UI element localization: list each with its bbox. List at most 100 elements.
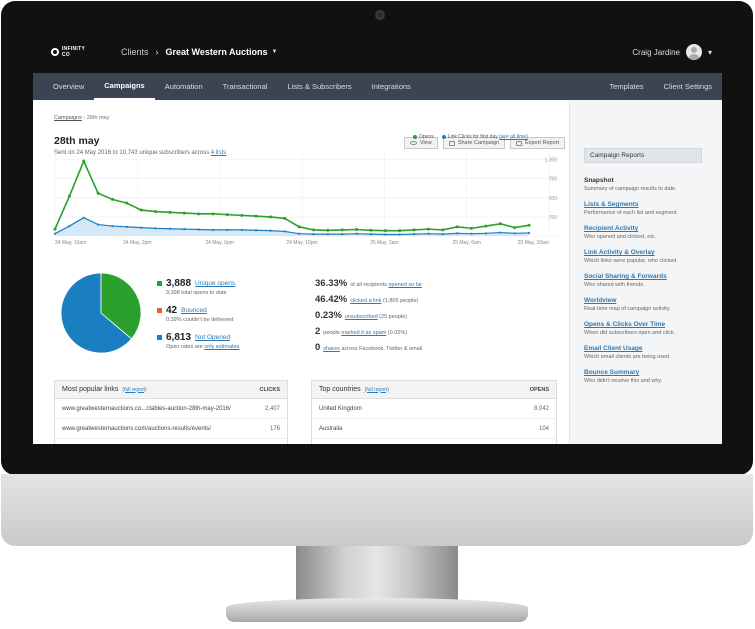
clicks-point[interactable] — [312, 232, 315, 236]
opens-point[interactable] — [254, 214, 258, 218]
clicks-point[interactable] — [168, 227, 172, 230]
clicks-point[interactable] — [326, 232, 330, 236]
table-row[interactable]: France90 — [312, 439, 556, 444]
opens-point[interactable] — [498, 222, 502, 226]
account-switcher[interactable]: Great Western Auctions — [165, 47, 268, 57]
opens-point[interactable] — [225, 213, 229, 217]
user-menu[interactable]: Craig Jardine ▾ — [632, 44, 712, 60]
clicks-point[interactable] — [298, 232, 301, 235]
sidebar-item-bounce-summary[interactable]: Bounce Summary Who didn't receive this an… — [584, 369, 722, 384]
opens-point[interactable] — [268, 215, 272, 219]
sidebar-item-lists-segments[interactable]: Lists & Segments Performance of each list… — [584, 201, 722, 216]
clicks-point[interactable] — [398, 233, 401, 236]
clicks-point[interactable] — [355, 232, 358, 235]
clicks-point[interactable] — [226, 228, 229, 231]
countries-full-report-link[interactable]: (full report) — [364, 386, 389, 393]
sidebar-item-worldview[interactable]: Worldview Real-time map of campaign activ… — [584, 297, 722, 312]
opens-point[interactable] — [240, 213, 244, 217]
clicks-point[interactable] — [254, 229, 258, 232]
see-all-time-link[interactable]: (see all time) — [499, 134, 528, 140]
opens-point[interactable] — [412, 228, 416, 232]
breadcrumb-campaigns-link[interactable]: Campaigns — [54, 115, 82, 121]
nav-automation[interactable]: Automation — [164, 82, 203, 91]
clicks-point[interactable] — [484, 232, 488, 235]
table-row[interactable]: www.greatwesternauctions.co...ctables-au… — [55, 399, 287, 419]
clicks-point[interactable] — [427, 232, 430, 235]
opens-point[interactable] — [67, 194, 71, 198]
table-row[interactable]: Australia 104 — [312, 419, 556, 439]
clicks-point[interactable] — [470, 232, 473, 235]
opens-point[interactable] — [297, 225, 301, 229]
clicks-point[interactable] — [527, 231, 531, 235]
opens-point[interactable] — [110, 197, 114, 201]
link-url[interactable]: www.greatwesternauctions.co...ctables-au… — [62, 405, 231, 412]
clicks-point[interactable] — [96, 223, 100, 226]
clicks-point[interactable] — [183, 228, 186, 231]
sidebar-item-title[interactable]: Bounce Summary — [584, 369, 640, 376]
opens-point[interactable] — [441, 228, 445, 232]
marked-it-as-spam-link[interactable]: marked it as spam — [341, 330, 387, 336]
view-button[interactable]: View — [403, 137, 438, 149]
clicks-point[interactable] — [125, 225, 128, 228]
table-row[interactable]: Link to web-based version of this email9… — [55, 439, 287, 444]
sidebar-item-email-client-usage[interactable]: Email Client Usage Which email clients ar… — [584, 345, 722, 360]
sidebar-item-title[interactable]: Lists & Segments — [584, 201, 639, 208]
opens-point[interactable] — [383, 229, 387, 233]
only-estimates-link[interactable]: only estimates — [204, 344, 240, 350]
opens-point[interactable] — [82, 159, 86, 163]
clicks-point[interactable] — [513, 232, 516, 235]
opens-point[interactable] — [426, 227, 430, 231]
opens-point[interactable] — [283, 216, 287, 220]
unique-opens-link[interactable]: Unique opens — [195, 280, 236, 287]
clicks-point[interactable] — [111, 224, 114, 228]
sidebar-item-title[interactable]: Link Activity & Overlay — [584, 249, 655, 256]
nav-integrations[interactable]: Integrations — [371, 82, 411, 91]
opens-point[interactable] — [355, 228, 359, 232]
clients-link[interactable]: Clients — [121, 47, 149, 57]
clicks-point[interactable] — [412, 232, 416, 236]
opens-point[interactable] — [197, 212, 201, 216]
opens-point[interactable] — [484, 224, 488, 228]
opens-point[interactable] — [455, 225, 459, 229]
opens-point[interactable] — [53, 227, 57, 231]
clicks-point[interactable] — [283, 230, 286, 233]
opened-so-far-link[interactable]: opened so far — [388, 282, 423, 288]
not-opened-link[interactable]: Not Opened — [195, 334, 231, 341]
nav-overview[interactable]: Overview — [53, 82, 85, 91]
nav-client-settings[interactable]: Client Settings — [663, 82, 712, 91]
opens-point[interactable] — [470, 226, 474, 230]
avatar[interactable] — [685, 44, 702, 60]
sidebar-item-link-activity-overlay[interactable]: Link Activity & Overlay Which links were … — [584, 249, 722, 264]
share-campaign-button[interactable]: Share Campaign — [442, 137, 506, 149]
clicks-point[interactable] — [53, 232, 57, 235]
opens-point[interactable] — [168, 210, 172, 214]
opens-point[interactable] — [398, 229, 402, 233]
opens-point[interactable] — [312, 228, 316, 232]
sidebar-item-opens-clicks-over-time[interactable]: Opens & Clicks Over Time When did subscri… — [584, 321, 722, 336]
clicks-point[interactable] — [68, 224, 71, 228]
sidebar-item-social-sharing-forwards[interactable]: Social Sharing & Forwards Who shared with… — [584, 273, 722, 288]
clicks-point[interactable] — [82, 216, 85, 219]
opens-point[interactable] — [139, 208, 143, 212]
opens-point[interactable] — [527, 223, 531, 227]
nav-templates[interactable]: Templates — [609, 82, 644, 91]
unsubscribed-link[interactable]: unsubscribed — [344, 314, 378, 320]
clicks-point[interactable] — [341, 232, 344, 236]
export-report-button[interactable]: Export Report — [510, 137, 565, 149]
clicks-point[interactable] — [197, 228, 200, 231]
logo[interactable]: INFINITY CO — [51, 46, 85, 58]
lists-link[interactable]: 4 lists — [210, 150, 227, 156]
shares-link[interactable]: shares — [323, 346, 340, 352]
opens-point[interactable] — [182, 211, 186, 215]
clicks-point[interactable] — [441, 232, 444, 236]
nav-campaigns[interactable]: Campaigns — [94, 73, 155, 100]
link-url[interactable]: www.greatwesternauctions.com/auctions-re… — [62, 425, 212, 432]
sidebar-item-title[interactable]: Social Sharing & Forwards — [584, 273, 667, 280]
opens-point[interactable] — [154, 210, 158, 214]
opens-point[interactable] — [96, 191, 100, 195]
clicks-point[interactable] — [269, 229, 272, 232]
sidebar-item-title[interactable]: Recipient Activity — [584, 225, 639, 232]
clicks-point[interactable] — [499, 231, 502, 234]
nav-transactional[interactable]: Transactional — [222, 82, 268, 91]
sidebar-item-recipient-activity[interactable]: Recipient Activity Who opened and clicked… — [584, 225, 722, 240]
